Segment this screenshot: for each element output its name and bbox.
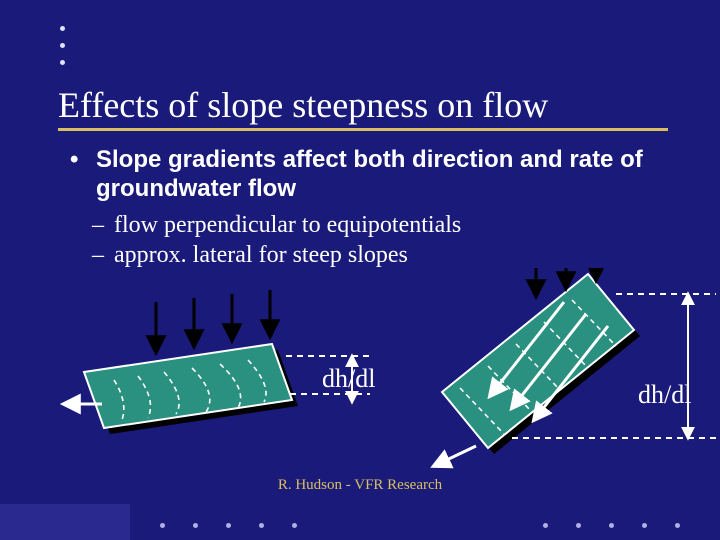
decorative-dots-top-left [60,26,65,77]
footer-credit: R. Hudson - VFR Research [0,477,720,494]
corner-box [0,504,130,540]
bullet-list: Slope gradients affect both direction an… [70,146,670,270]
dhdl-label-left: dh/dl [322,364,375,394]
bullet-sub-2: approx. lateral for steep slopes [114,240,670,270]
slide-title: Effects of slope steepness on flow [58,84,668,131]
dhdl-label-right: dh/dl [638,380,691,410]
bullet-sub-1: flow perpendicular to equipotentials [114,210,670,240]
bullet-main: Slope gradients affect both direction an… [88,146,670,204]
decorative-dots-bottom-left [160,523,297,528]
decorative-dots-bottom-right [543,523,680,528]
